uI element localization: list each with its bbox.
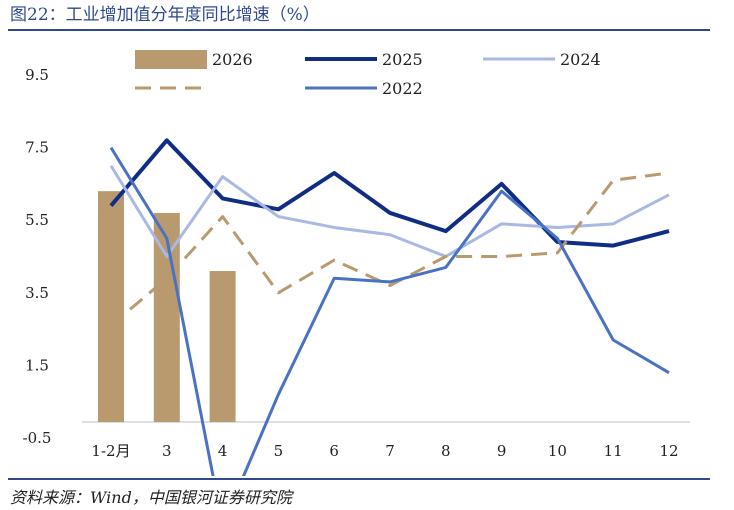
x-tick-label: 7: [385, 442, 395, 460]
series-lines: [109, 138, 670, 476]
series-line-dashed: [110, 171, 670, 327]
y-tick-label: 1.5: [25, 356, 49, 374]
bar-2026: [98, 191, 124, 422]
legend-label-2025: 2025: [382, 50, 423, 69]
legend: 2026 2025 2024 2022: [135, 50, 601, 98]
legend-label-2022: 2022: [382, 79, 423, 98]
legend-label-2026: 2026: [212, 50, 253, 69]
bars-2026: [98, 191, 236, 422]
y-tick-label: 9.5: [25, 66, 49, 84]
x-tick-label: 3: [162, 442, 172, 460]
y-tick-label: 5.5: [25, 211, 49, 229]
source-note: 资料来源：Wind，中国银河证券研究院: [10, 488, 292, 507]
series-line-2025: [109, 138, 670, 248]
bar-2026: [209, 271, 236, 422]
chart: 2026 2025 2024 2022 9.5 7.5 5.5 3.5 1.5 -0.5 1-2…: [23, 50, 690, 476]
top-rule: [8, 29, 710, 31]
series-line-2022: [109, 146, 670, 476]
x-tick-label: 8: [441, 442, 451, 460]
x-tick-label: 10: [548, 442, 567, 460]
legend-swatch-2026: [135, 50, 207, 69]
y-tick-label: -0.5: [23, 429, 52, 447]
x-axis-tick-labels: 1-2月 3 4 5 6 7 8 9 10 11 12: [91, 442, 678, 460]
bar-2026: [153, 212, 180, 422]
x-tick-label: 5: [274, 442, 284, 460]
x-tick-label: 4: [218, 442, 228, 460]
x-tick-label: 12: [659, 442, 678, 460]
y-tick-label: 7.5: [25, 139, 49, 157]
x-tick-label: 6: [329, 442, 339, 460]
figure-title: 图22：工业增加值分年度同比增速（%）: [10, 5, 320, 25]
y-axis-tick-labels: 9.5 7.5 5.5 3.5 1.5 -0.5: [23, 66, 52, 447]
x-tick-label: 1-2月: [91, 442, 130, 460]
legend-label-2024: 2024: [560, 50, 601, 69]
x-tick-label: 9: [497, 442, 507, 460]
y-tick-label: 3.5: [25, 284, 49, 302]
bottom-rule: [8, 478, 710, 480]
x-tick-label: 11: [604, 442, 623, 460]
